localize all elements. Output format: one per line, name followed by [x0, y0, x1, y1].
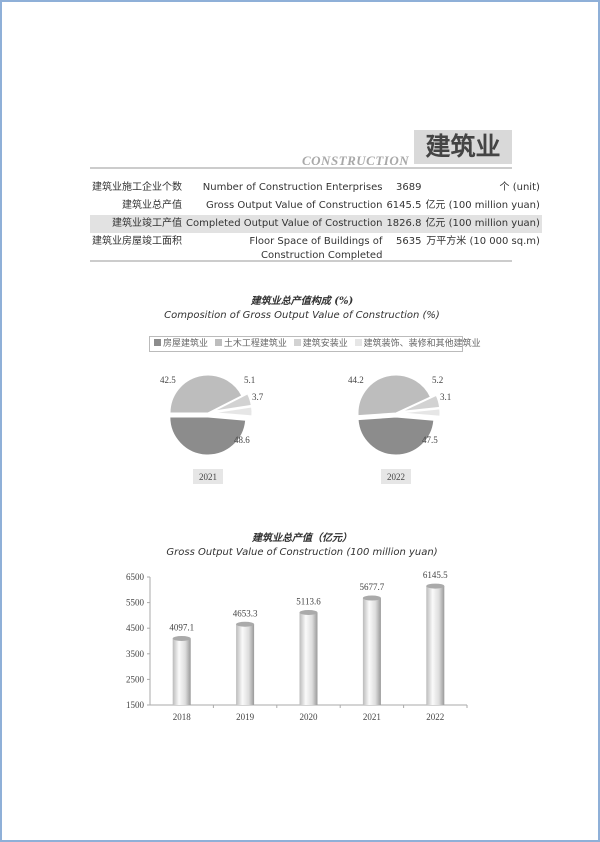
legend-swatch	[214, 339, 222, 346]
bar-top	[362, 595, 381, 601]
x-tick-label: 2019	[236, 712, 255, 722]
pie-slice	[357, 416, 435, 456]
pie-slice	[401, 408, 441, 417]
divider	[90, 260, 512, 262]
row-zh: 建筑业竣工产值	[90, 215, 184, 233]
pie-data-label: 3.7	[252, 392, 264, 402]
bar-data-label: 4097.1	[169, 623, 194, 633]
pie-title-en: Composition of Gross Output Value of Con…	[164, 310, 440, 321]
bar-title-en: Gross Output Value of Construction (100 …	[166, 547, 438, 558]
row-value: 1826.8	[384, 215, 424, 233]
bar	[299, 612, 318, 705]
bar-title-zh: 建筑业总产值（亿元）	[252, 533, 352, 544]
row-en: Completed Output Value of Costruction	[184, 215, 385, 233]
row-en: Number of Construction Enterprises	[202, 182, 383, 193]
pie-data-label: 48.6	[234, 435, 250, 445]
bar-top	[299, 609, 318, 615]
row-unit: 亿元 (100 million yuan)	[423, 215, 542, 233]
legend-swatch	[293, 339, 301, 346]
pie-year-box	[193, 469, 223, 484]
x-tick-label: 2020	[300, 712, 319, 722]
row-zh: 建筑业房屋竣工面积	[92, 236, 182, 247]
pie-data-label: 5.1	[244, 375, 255, 385]
pie-title-zh: 建筑业总产值构成 (%)	[250, 296, 354, 307]
legend-item: 房屋建筑业	[163, 339, 209, 349]
y-tick-label: 4500	[126, 623, 145, 633]
bar	[362, 598, 381, 705]
table-row: 建筑业施工企业个数 Number of Construction Enterpri…	[90, 179, 542, 197]
row-en: Gross Output Value of Construction	[206, 200, 383, 211]
pie-year-label: 2021	[199, 472, 217, 482]
pie-year-label: 2022	[387, 472, 405, 482]
row-value: 6145.5	[386, 200, 422, 211]
divider	[90, 167, 512, 169]
pie-data-label: 44.2	[348, 375, 364, 385]
pie-year-box	[381, 469, 411, 484]
bar-data-label: 6145.5	[423, 570, 448, 580]
bar-top	[236, 621, 255, 627]
row-zh: 建筑业总产值	[122, 200, 182, 211]
section-title-en: CONSTRUCTION	[302, 153, 410, 168]
bar-data-label: 4653.3	[233, 608, 258, 618]
bar-top	[426, 583, 445, 589]
y-tick-label: 2500	[126, 674, 145, 684]
pie-chart-title: 建筑业总产值构成 (%) Composition of Gross Output…	[2, 292, 598, 321]
pie-slice	[169, 416, 247, 456]
row-unit: 万平方米 (10 000 sq.m)	[426, 236, 540, 247]
row-value: 3689	[395, 182, 422, 193]
y-tick-label: 3500	[126, 649, 145, 659]
bar	[426, 586, 445, 705]
legend-swatch	[354, 339, 362, 346]
pie-legend: 房屋建筑业 土木工程建筑业 建筑安装业 建筑装饰、装修和其他建筑业	[149, 336, 481, 352]
bar-chart-title: 建筑业总产值（亿元） Gross Output Value of Constru…	[2, 529, 598, 558]
row-en: Floor Space of Buildings of Construction…	[249, 236, 383, 261]
table-row: 建筑业总产值 Gross Output Value of Construction…	[90, 197, 542, 215]
bar-data-label: 5113.6	[296, 596, 321, 606]
row-zh: 建筑业施工企业个数	[92, 182, 182, 193]
y-tick-label: 6500	[126, 572, 145, 582]
section-title-zh: 建筑业	[414, 130, 512, 164]
pie-slice	[213, 406, 253, 417]
bar	[236, 624, 255, 705]
y-tick-label: 5500	[126, 598, 145, 608]
legend-item: 土木工程建筑业	[223, 339, 287, 349]
row-unit: 个 (unit)	[499, 182, 540, 193]
pie-data-label: 42.5	[160, 375, 176, 385]
table-row: 建筑业竣工产值 Completed Output Value of Costruc…	[90, 215, 542, 233]
legend-item: 建筑安装业	[302, 339, 348, 349]
y-tick-label: 1500	[126, 700, 145, 710]
bar-chart: 1500 2500 3500 4500 5500 6500 4097.1 2018 4653.3…	[126, 570, 468, 722]
pie-data-label: 3.1	[440, 392, 451, 402]
pie-slice	[357, 374, 432, 417]
table-row: 建筑业房屋竣工面积 Floor Space of Buildings of Con…	[90, 233, 542, 265]
summary-table: 建筑业施工企业个数 Number of Construction Enterpri…	[90, 179, 542, 265]
pie-data-label: 47.5	[422, 435, 438, 445]
pie-charts: 48.6 42.5 5.1 3.7 2021 47.5 44.2 5.2 3.1 2022	[160, 374, 451, 484]
legend-swatch	[154, 339, 161, 346]
row-value: 5635	[395, 236, 422, 247]
bar-data-label: 5677.7	[360, 582, 385, 592]
x-tick-label: 2018	[173, 712, 192, 722]
pie-slice	[213, 393, 252, 412]
pie-slice	[169, 374, 243, 414]
x-tick-label: 2021	[363, 712, 381, 722]
row-unit: 亿元 (100 million yuan)	[425, 200, 540, 211]
pie-slice	[401, 394, 441, 412]
x-tick-label: 2022	[426, 712, 444, 722]
pie-data-label: 5.2	[432, 375, 443, 385]
bar-top	[172, 636, 191, 642]
bar	[172, 638, 191, 705]
legend-item: 建筑装饰、装修和其他建筑业	[363, 339, 481, 349]
